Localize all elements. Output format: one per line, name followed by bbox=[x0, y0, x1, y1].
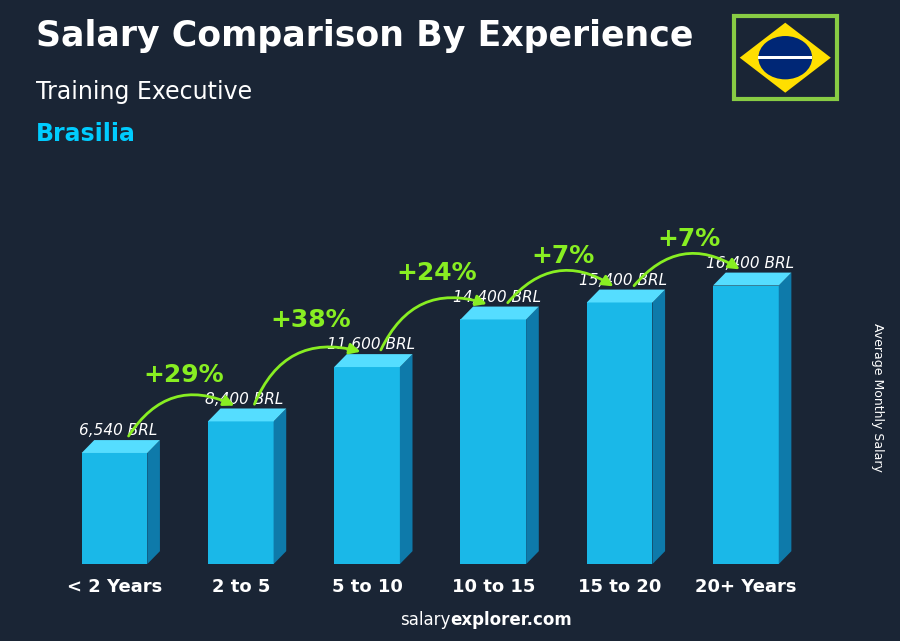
Text: +38%: +38% bbox=[270, 308, 350, 332]
Text: 15,400 BRL: 15,400 BRL bbox=[580, 273, 668, 288]
Polygon shape bbox=[713, 272, 791, 285]
Polygon shape bbox=[461, 306, 539, 319]
Polygon shape bbox=[208, 421, 274, 564]
Text: Training Executive: Training Executive bbox=[36, 80, 252, 104]
Text: +7%: +7% bbox=[531, 244, 594, 267]
Polygon shape bbox=[208, 408, 286, 421]
Circle shape bbox=[759, 36, 812, 79]
Text: 8,400 BRL: 8,400 BRL bbox=[205, 392, 284, 407]
Text: Brasilia: Brasilia bbox=[36, 122, 136, 146]
Polygon shape bbox=[713, 285, 778, 564]
Polygon shape bbox=[587, 303, 652, 564]
Polygon shape bbox=[526, 306, 539, 564]
Polygon shape bbox=[148, 440, 160, 564]
Text: 11,600 BRL: 11,600 BRL bbox=[327, 337, 415, 353]
Text: 14,400 BRL: 14,400 BRL bbox=[453, 290, 541, 305]
Polygon shape bbox=[82, 453, 148, 564]
Polygon shape bbox=[587, 290, 665, 303]
Text: 16,400 BRL: 16,400 BRL bbox=[706, 256, 794, 271]
Polygon shape bbox=[652, 290, 665, 564]
Polygon shape bbox=[461, 319, 526, 564]
Polygon shape bbox=[274, 408, 286, 564]
Polygon shape bbox=[740, 22, 831, 93]
Polygon shape bbox=[82, 440, 160, 453]
Polygon shape bbox=[334, 367, 400, 564]
Text: +24%: +24% bbox=[396, 261, 477, 285]
Polygon shape bbox=[400, 354, 412, 564]
Text: Average Monthly Salary: Average Monthly Salary bbox=[871, 323, 884, 472]
Text: 6,540 BRL: 6,540 BRL bbox=[79, 423, 158, 438]
Text: explorer.com: explorer.com bbox=[450, 612, 572, 629]
Polygon shape bbox=[778, 272, 791, 564]
Text: +7%: +7% bbox=[658, 227, 721, 251]
Text: +29%: +29% bbox=[144, 363, 224, 387]
Polygon shape bbox=[759, 56, 812, 60]
Polygon shape bbox=[334, 354, 412, 367]
Text: Salary Comparison By Experience: Salary Comparison By Experience bbox=[36, 19, 693, 53]
Text: salary: salary bbox=[400, 612, 450, 629]
